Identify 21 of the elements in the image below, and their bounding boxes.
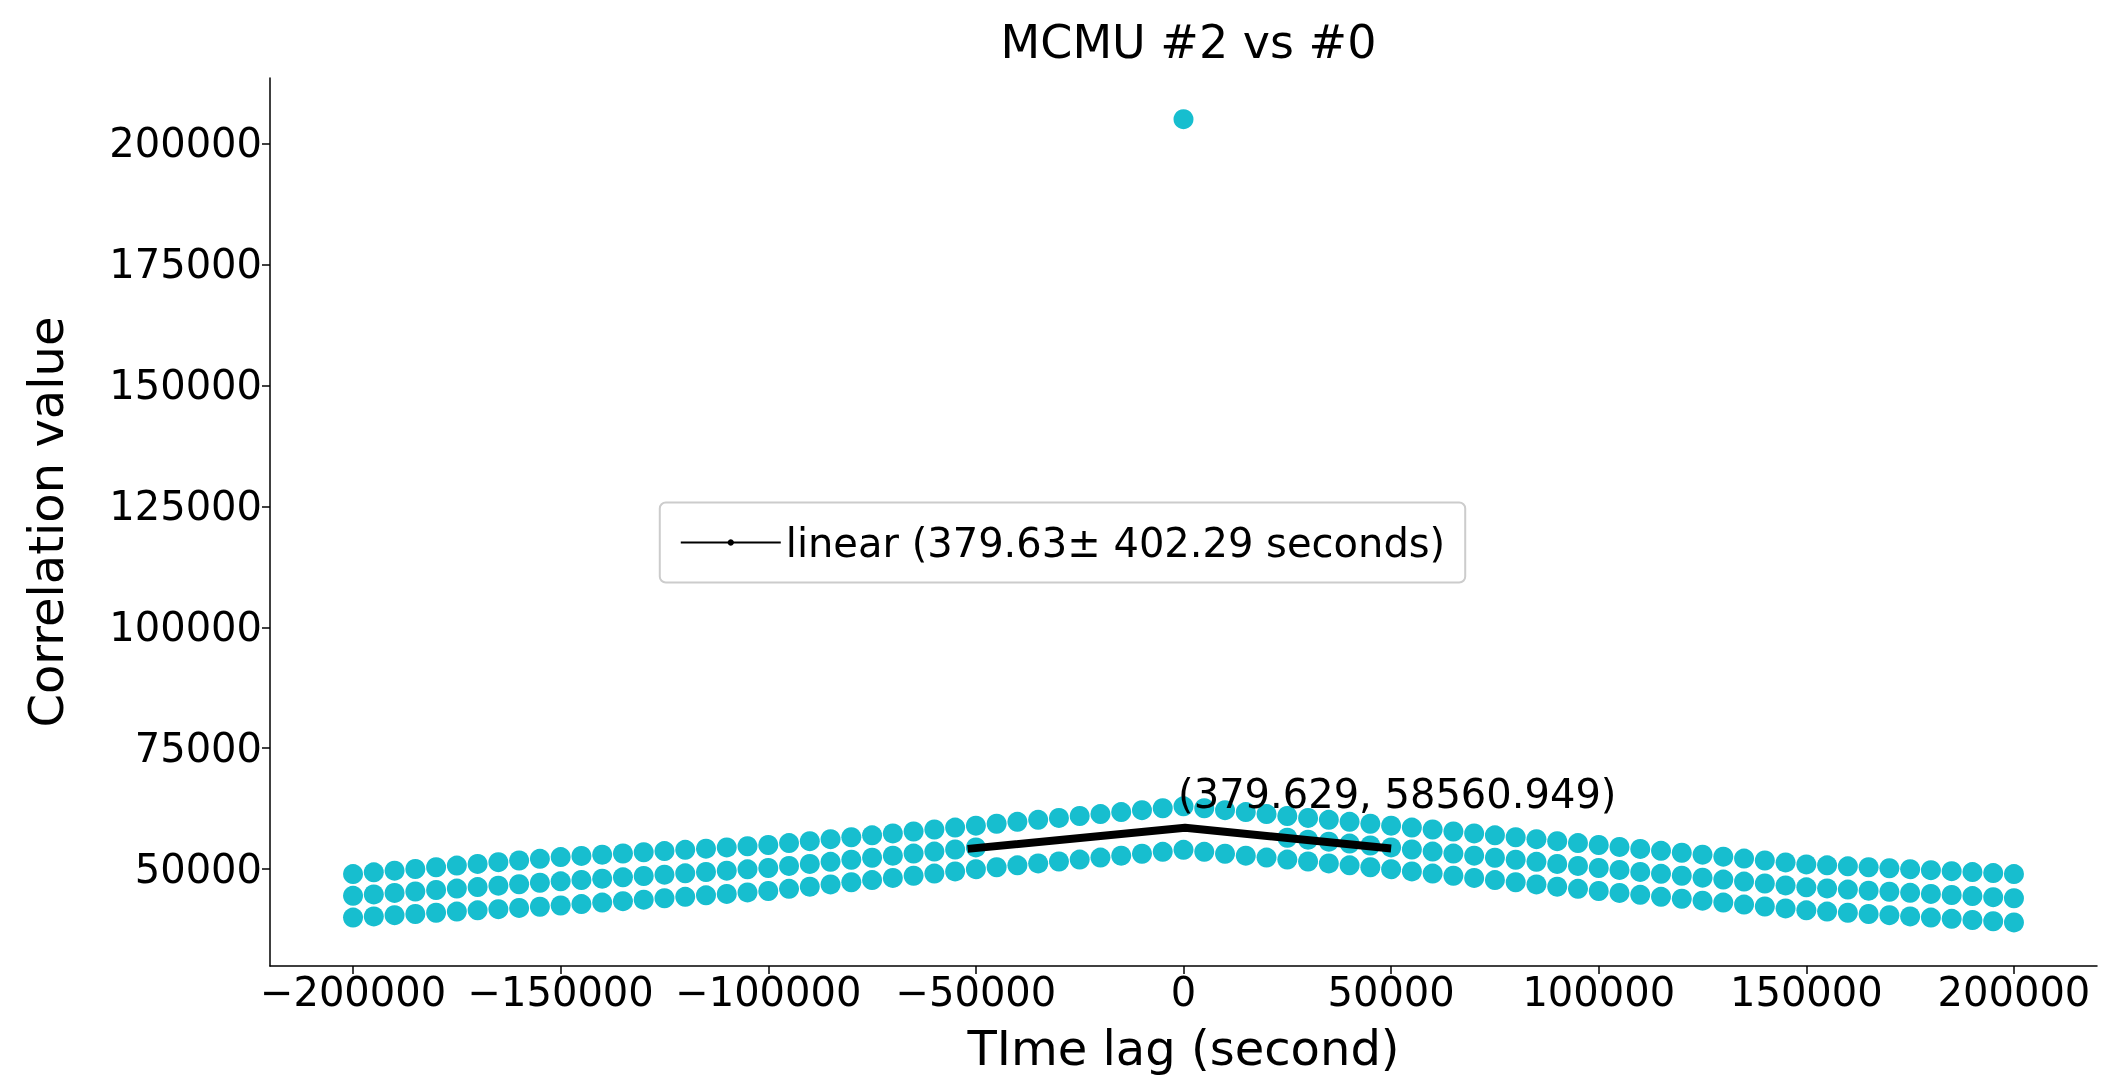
x-tick-label: 100000 <box>1522 969 1676 1015</box>
y-tick-label: 200000 <box>109 120 262 167</box>
y-axis-title: Correlation value <box>18 316 74 728</box>
x-tick-label: −200000 <box>259 969 447 1015</box>
legend-label: linear (379.63± 402.29 seconds) <box>785 519 1446 566</box>
y-tick-label: 175000 <box>109 241 262 288</box>
x-axis-title: TIme lag (second) <box>966 1020 1400 1076</box>
x-tick-label: −100000 <box>675 969 862 1015</box>
y-tick-label: 125000 <box>109 483 262 530</box>
x-tick-label: 200000 <box>1937 969 2091 1015</box>
y-tick-label: 100000 <box>109 604 262 651</box>
x-tick-label: −150000 <box>467 969 654 1015</box>
x-tick-label: 50000 <box>1327 969 1455 1015</box>
x-tick-label: −50000 <box>895 969 1057 1015</box>
annotation: (379.629, 58560.949) <box>1178 770 1617 817</box>
y-tick-label: 150000 <box>109 362 262 409</box>
y-tick-label: 50000 <box>134 846 262 893</box>
x-tick-label: 150000 <box>1729 969 1883 1015</box>
y-tick-label: 75000 <box>134 725 262 772</box>
chart-title: MCMU #2 vs #0 <box>1000 15 1377 69</box>
x-tick-label: 0 <box>1170 969 1197 1015</box>
